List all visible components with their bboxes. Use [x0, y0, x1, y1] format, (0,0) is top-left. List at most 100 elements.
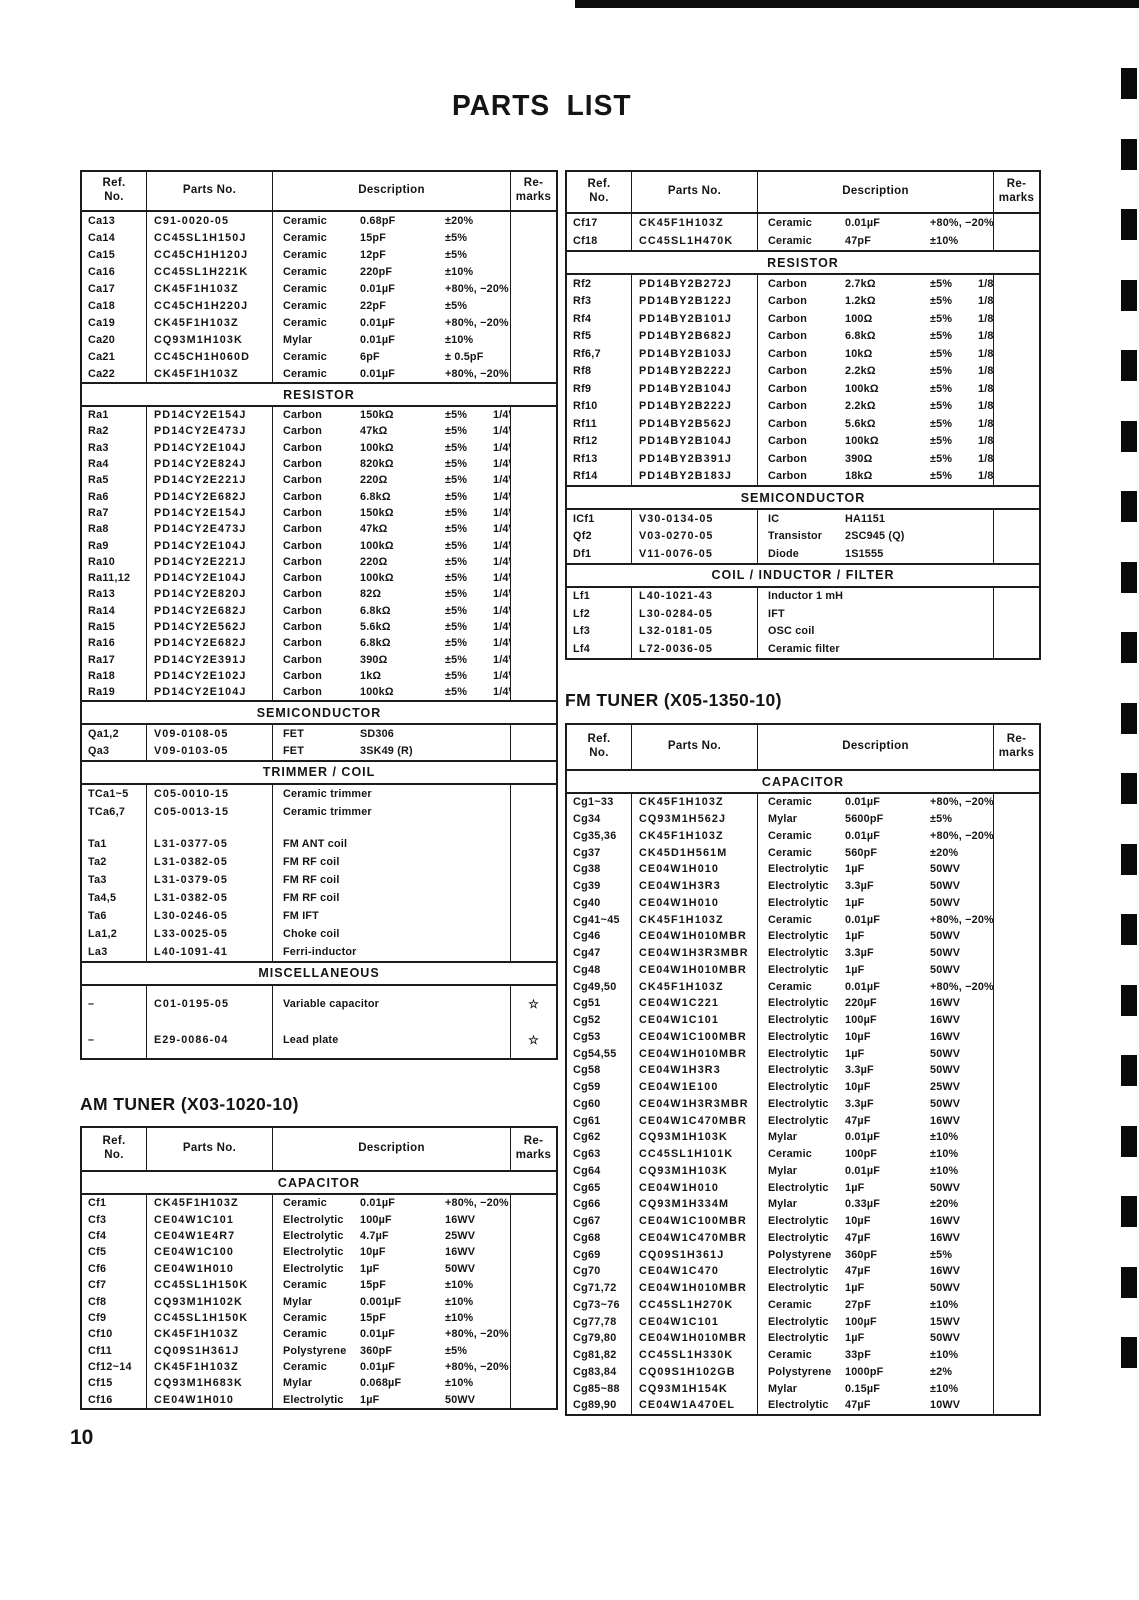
remarks-cell — [510, 521, 556, 538]
description-part: 3.3µF — [845, 1064, 874, 1077]
description-part: OSC coil — [768, 625, 815, 638]
desc-cell: Ceramic 0.01µF +80%, −20% — [272, 1195, 510, 1212]
description-part: 4.7µF — [360, 1229, 389, 1242]
description-part: 100kΩ — [845, 435, 879, 448]
desc-cell: FM RF coil — [272, 888, 510, 907]
description-part: Ceramic — [768, 235, 813, 247]
desc-cell: Ferri-inductor — [272, 942, 510, 961]
parts-cell: PD14CY2E221J — [146, 472, 272, 489]
parts-cell: CE04W1H3R3MBR — [631, 1095, 757, 1113]
description-part: 150kΩ — [360, 506, 394, 519]
description-part: 1µF — [845, 930, 865, 943]
ref-cell: Ra17 — [88, 653, 116, 666]
desc-cell: Carbon 820kΩ ±5% 1/4W — [272, 455, 510, 473]
ref-cell — [82, 821, 146, 835]
description-part: 100pF — [845, 1148, 878, 1161]
binding-mark — [1121, 632, 1137, 663]
parts-cell: CE04W1C101 — [631, 1313, 757, 1330]
remarks-cell — [993, 545, 1039, 563]
description-part: 16WV — [930, 1030, 961, 1043]
description-part: ±5% — [445, 555, 468, 568]
ref-cell: La3 — [88, 945, 108, 958]
remarks-cell — [993, 978, 1039, 995]
desc-cell: Mylar 0.068µF ±10% — [272, 1375, 510, 1392]
table-row: Cg89,90 CE04W1A470EL Electrolytic 47µF 10WV — [567, 1397, 1039, 1414]
description-part: 6.8kΩ — [360, 604, 391, 617]
description-part: 15pF — [360, 1279, 386, 1292]
remarks-cell — [510, 553, 556, 570]
parts-cell: CK45F1H103Z — [146, 1358, 272, 1376]
parts-cell: CC45SL1H330K — [631, 1346, 757, 1364]
desc-cell: Ceramic 6pF ± 0.5pF — [272, 348, 510, 365]
remarks-cell — [510, 651, 556, 668]
description-part: Carbon — [283, 637, 322, 650]
remarks-cell — [510, 1358, 556, 1376]
table-row: Cg68 CE04W1C470MBR Electrolytic 47µF 16WV — [567, 1229, 1039, 1247]
ref-cell: Ra1 — [88, 409, 109, 422]
description-part: 1µF — [845, 896, 865, 909]
description-part: 100kΩ — [360, 441, 394, 454]
parts-cell: PD14BY2B272J — [631, 275, 757, 293]
description-part: Mylar — [768, 1382, 798, 1395]
description-part: 1µF — [845, 1332, 865, 1345]
desc-cell: Carbon 18kΩ ±5% 1/8W — [757, 467, 993, 485]
description-part: 10µF — [360, 1246, 386, 1259]
description-part: 50WV — [930, 963, 961, 976]
table-header-row: Ref. No. Parts No. Description Re-marks — [82, 1128, 556, 1170]
table-header-row: Ref. No. Parts No. Description Re-marks — [82, 172, 556, 212]
binding-mark — [1121, 350, 1137, 381]
table-row: Rf5 PD14BY2B682J Carbon 6.8kΩ ±5% 1/8W — [567, 327, 1039, 345]
description-part: 50WV — [930, 1332, 961, 1345]
desc-cell: Carbon 100kΩ ±5% 1/8W — [757, 380, 993, 398]
remarks-cell — [993, 1062, 1039, 1079]
column-header: Re-marks — [993, 172, 1039, 212]
description-part: 16WV — [930, 1231, 961, 1244]
desc-cell: Ceramic 0.01µF +80%, −20% — [757, 214, 993, 232]
ref-cell: Ca17 — [88, 282, 116, 295]
description-part: 47kΩ — [360, 425, 388, 438]
parts-cell: CC45SL1H221K — [146, 263, 272, 280]
description-part: Electrolytic — [768, 947, 829, 960]
description-part: 1/8W — [978, 417, 993, 430]
desc-cell: Carbon 2.2kΩ ±5% 1/8W — [757, 397, 993, 415]
ref-cell: Cf16 — [88, 1393, 113, 1406]
table-row: Cg38 CE04W1H010 Electrolytic 1µF 50WV — [567, 861, 1039, 878]
description-part: 5600pF — [845, 813, 884, 826]
ref-cell: Ra15 — [88, 621, 116, 633]
description-part: 1/4W — [493, 458, 510, 471]
remarks-cell — [993, 292, 1039, 310]
description-part: 0.01µF — [360, 1361, 396, 1374]
parts-cell: CE04W1C101 — [631, 1011, 757, 1029]
desc-cell: Diode 1S1555 — [757, 545, 993, 563]
description-part: ±5% — [930, 813, 953, 826]
parts-cell: CC45SL1H150K — [146, 1309, 272, 1327]
remarks-cell — [993, 1028, 1039, 1046]
description-part: ±10% — [930, 1349, 959, 1362]
desc-cell: Ceramic 0.01µF +80%, −20% — [272, 1358, 510, 1376]
description-part: ±5% — [445, 299, 468, 312]
section-header: CAPACITOR — [567, 769, 1039, 794]
parts-cell: CE04W1H3R3MBR — [631, 944, 757, 962]
description-part: Electrolytic — [768, 1114, 829, 1127]
table-row: Cg67 CE04W1C100MBR Electrolytic 10µF 16WV — [567, 1212, 1039, 1230]
ref-cell: Ra11,12 — [88, 572, 131, 585]
description-part: Carbon — [283, 409, 322, 422]
description-part: 100µF — [845, 1315, 877, 1328]
ref-cell: Rf8 — [573, 365, 592, 378]
parts-cell: CE04W1H010MBR — [631, 1279, 757, 1297]
description-part: Mylar — [283, 1295, 313, 1308]
description-part: Ceramic — [283, 282, 328, 295]
desc-cell: Ceramic 0.01µF +80%, −20% — [757, 911, 993, 928]
description-part: Ceramic — [283, 1311, 328, 1324]
table-row: Ra16 PD14CY2E682J Carbon 6.8kΩ ±5% 1/4W — [82, 635, 556, 652]
remarks-cell — [510, 906, 556, 925]
table-row: Cf7 CC45SL1H150K Ceramic 15pF ±10% — [82, 1276, 556, 1294]
description-part: FM ANT coil — [283, 837, 348, 850]
parts-cell: PD14CY2E820J — [146, 586, 272, 603]
ref-cell: Ra5 — [88, 474, 109, 487]
ref-cell: Ra7 — [88, 506, 109, 519]
description-part: Carbon — [283, 588, 322, 601]
description-part: 1/8W — [978, 452, 993, 465]
description-part: 25WV — [445, 1229, 476, 1242]
